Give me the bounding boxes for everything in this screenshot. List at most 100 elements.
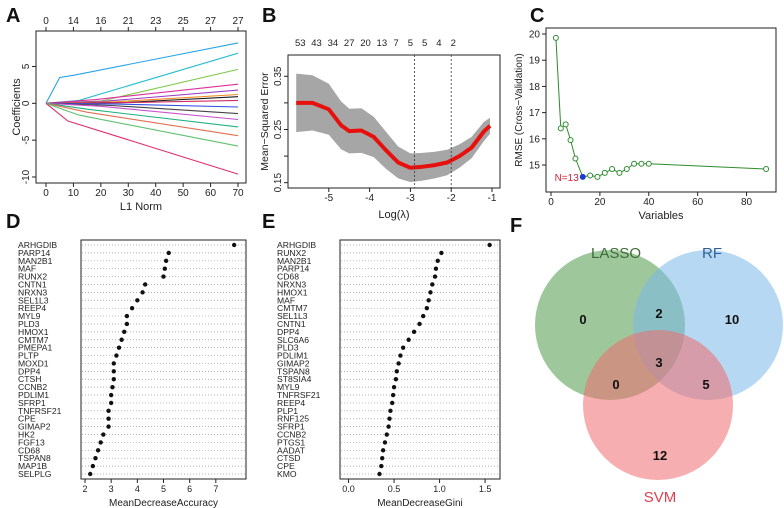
feature-label: MAN2B1 <box>18 256 53 266</box>
feature-label: CPE <box>18 414 36 424</box>
importance-point <box>428 290 433 295</box>
importance-point <box>108 400 114 406</box>
importance-point <box>406 337 411 342</box>
optimal-annotation: N=13 <box>555 173 580 184</box>
feature-label: ARHGDIB <box>277 240 316 250</box>
importance-point <box>119 337 124 342</box>
y-axis-label: Mean−Squared Error <box>259 72 271 171</box>
feature-label: CCNB2 <box>18 382 47 392</box>
importance-point <box>106 416 111 421</box>
top-tick-label: 23 <box>150 16 162 27</box>
panel-letter-f: F <box>510 215 522 237</box>
top-tick-label: 43 <box>311 38 322 49</box>
top-tick-label: 7 <box>393 38 398 49</box>
importance-point <box>140 290 145 295</box>
importance-point <box>162 266 168 271</box>
rmse-point <box>601 169 608 176</box>
venn-set-svm <box>583 330 733 480</box>
coef-path-15 <box>45 102 239 175</box>
feature-label: SLC6A6 <box>277 335 309 345</box>
feature-label: CD68 <box>277 272 299 282</box>
venn-count-lasso-svm: 0 <box>612 377 619 392</box>
importance-point <box>380 448 386 453</box>
feature-label: CPE <box>277 461 295 471</box>
y-tick-label: 16 <box>529 134 541 145</box>
panel-f-venn: LASSO RF SVM 0 10 12 2 0 5 3 <box>535 245 783 506</box>
importance-point <box>439 250 444 256</box>
x-axis-label: MeanDecreaseAccuracy <box>109 498 218 508</box>
rmse-point <box>567 137 574 144</box>
importance-point <box>388 408 393 414</box>
importance-point <box>122 329 127 335</box>
venn-count-svm-only: 12 <box>653 448 667 463</box>
x-tick-label: 1.5 <box>479 484 492 494</box>
importance-point <box>111 369 116 374</box>
feature-label: MAN2B1 <box>277 256 312 266</box>
feature-label: SFRP1 <box>18 398 46 408</box>
importance-point <box>111 361 116 366</box>
plot-frame <box>287 54 501 189</box>
feature-label: PLTP <box>18 351 39 361</box>
feature-label: DPP4 <box>18 366 41 376</box>
coef-path-4 <box>45 83 239 104</box>
top-tick-label: 5 <box>408 38 413 49</box>
x-tick-label: 20 <box>95 188 107 199</box>
x-tick-label: 4 <box>135 484 140 494</box>
x-tick-label: 80 <box>741 197 753 208</box>
feature-label: GIMAP2 <box>277 358 310 368</box>
venn-count-lasso-only: 0 <box>579 312 586 327</box>
error-band <box>296 73 490 183</box>
rmse-point <box>631 160 638 167</box>
y-tick-label: 19 <box>529 56 541 67</box>
importance-point <box>424 305 430 311</box>
importance-point <box>386 424 391 429</box>
importance-point <box>142 282 148 287</box>
importance-point <box>111 377 116 382</box>
coef-path-13 <box>45 102 239 137</box>
top-tick-label: 53 <box>295 38 306 49</box>
feature-label: MOXD1 <box>18 358 49 368</box>
rmse-point <box>763 165 770 172</box>
y-tick-label: 0.25 <box>273 119 284 139</box>
coef-path-1 <box>45 42 239 104</box>
rmse-point <box>587 172 594 179</box>
importance-point <box>101 432 106 437</box>
importance-point <box>106 408 111 414</box>
importance-point <box>377 471 382 477</box>
importance-point <box>411 329 417 335</box>
coef-path-12 <box>45 102 239 128</box>
x-tick-label: 7 <box>213 484 218 494</box>
y-tick-label: 18 <box>529 82 541 93</box>
x-tick-label: 3 <box>109 484 114 494</box>
panel-e-rf-gini: ARHGDIBRUNX2MAN2B1PARP14CD68NRXN3HMOX1MA… <box>277 239 501 508</box>
feature-label: SEL1L3 <box>277 311 308 321</box>
rmse-line <box>555 37 767 178</box>
x-tick-label: 60 <box>692 197 704 208</box>
feature-label: SEL1L3 <box>18 295 49 305</box>
importance-point <box>382 440 388 445</box>
feature-label: PMEPA1 <box>18 343 52 353</box>
panel-letter-e: E <box>262 211 275 233</box>
x-tick-label: 10 <box>68 188 80 199</box>
feature-label: DPP4 <box>277 327 300 337</box>
feature-label: PARP14 <box>18 248 51 258</box>
feature-label: PDLIM1 <box>18 390 49 400</box>
importance-point <box>420 313 426 319</box>
venn-label-svm: SVM <box>644 489 677 506</box>
importance-point <box>88 471 93 477</box>
importance-point <box>387 416 392 421</box>
top-tick-label: 4 <box>436 38 441 49</box>
feature-label: CMTM7 <box>277 303 308 313</box>
venn-count-rf-svm: 5 <box>702 377 709 392</box>
y-tick-label: -5 <box>21 135 32 144</box>
feature-label: RUNX2 <box>277 248 306 258</box>
top-tick-label: 27 <box>344 38 355 49</box>
plot-frame <box>35 30 247 184</box>
importance-point <box>393 377 399 382</box>
feature-label: CMTM7 <box>18 335 49 345</box>
x-tick-label: 30 <box>123 188 135 199</box>
feature-label: NRXN3 <box>18 287 47 297</box>
y-tick-label: 0 <box>21 100 32 106</box>
x-tick-label: 50 <box>178 188 190 199</box>
